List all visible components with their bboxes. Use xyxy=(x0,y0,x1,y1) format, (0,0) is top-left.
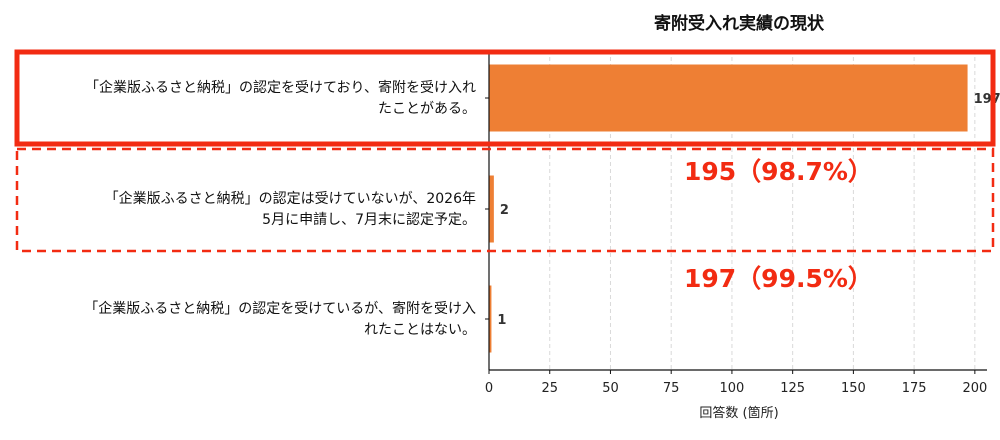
x-tick-label: 50 xyxy=(602,381,619,396)
x-tick-labels: 0 25 50 75 100 125 150 175 200 xyxy=(485,381,987,396)
x-tick-label: 75 xyxy=(663,381,680,396)
category-label: 5月に申請し、7月末に認定予定。 xyxy=(262,212,476,228)
annotation-label: 195（98.7%） xyxy=(684,157,873,186)
x-tick-label: 0 xyxy=(485,381,493,396)
x-tick-label: 175 xyxy=(902,381,927,396)
highlight-dashed-box xyxy=(15,147,995,253)
category-label: 「企業版ふるさと納税」の認定を受けており、寄附を受け入れ xyxy=(85,79,476,96)
highlight-solid-box xyxy=(14,49,996,147)
x-tick-label: 150 xyxy=(841,381,866,396)
data-label: 1 xyxy=(497,313,506,328)
x-tick-label: 25 xyxy=(541,381,558,396)
category-label: れたことはない。 xyxy=(364,322,476,338)
bars xyxy=(489,64,968,353)
x-tick-label: 100 xyxy=(720,381,745,396)
bar xyxy=(489,285,492,353)
data-label: 2 xyxy=(500,203,509,218)
x-tick-label: 125 xyxy=(780,381,805,396)
x-axis-label: 回答数 (箇所) xyxy=(699,405,778,421)
category-labels: 「企業版ふるさと納税」の認定を受けており、寄附を受け入れたことがある。「企業版ふ… xyxy=(84,79,476,338)
chart-title: 寄附受入れ実績の現状 xyxy=(654,13,825,34)
category-label: 「企業版ふるさと納税」の認定は受けていないが、2026年 xyxy=(105,190,476,207)
axes xyxy=(485,50,987,374)
annotations: 195（98.7%） 197（99.5%） xyxy=(684,157,873,293)
category-label: たことがある。 xyxy=(378,101,476,117)
category-label: 「企業版ふるさと納税」の認定を受けているが、寄附を受け入 xyxy=(84,300,476,317)
bar xyxy=(489,64,968,132)
highlight-boxes xyxy=(14,49,996,253)
annotation-label: 197（99.5%） xyxy=(684,264,873,293)
bar xyxy=(489,175,494,243)
x-tick-label: 200 xyxy=(962,381,987,396)
data-label: 197 xyxy=(974,92,1000,107)
